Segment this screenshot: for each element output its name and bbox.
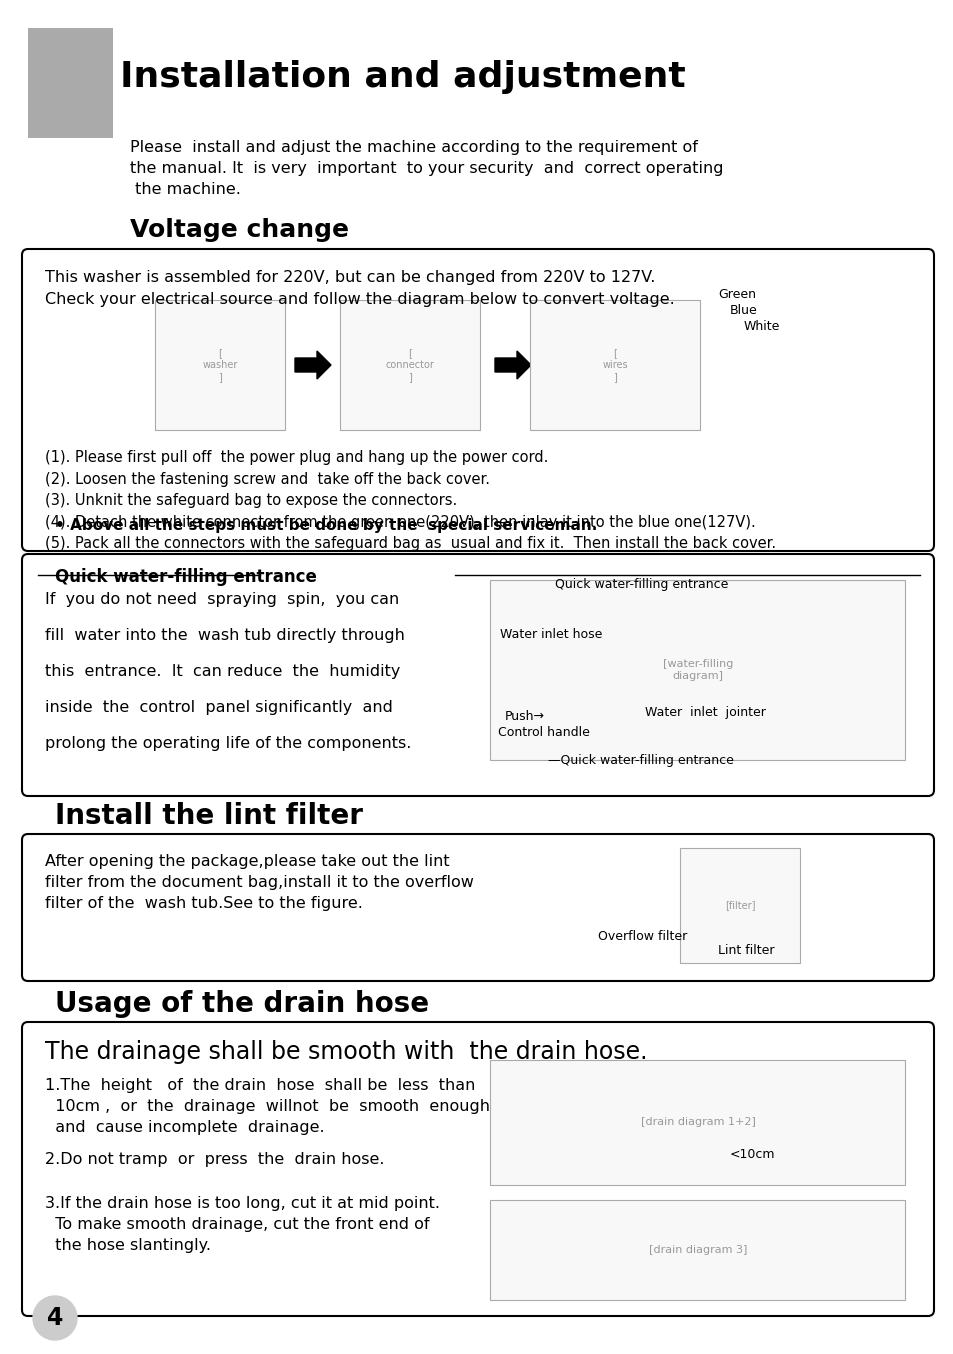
- Text: <10cm: <10cm: [729, 1148, 775, 1160]
- Text: • Above all the steps must be done by the  special serviceman.: • Above all the steps must be done by th…: [55, 519, 597, 533]
- Text: Push→: Push→: [504, 709, 544, 723]
- Text: Green: Green: [718, 288, 755, 301]
- Bar: [530, 301, 700, 431]
- Text: Lint filter: Lint filter: [718, 944, 774, 957]
- Bar: [679, 848, 800, 963]
- Text: 3.If the drain hose is too long, cut it at mid point.
  To make smooth drainage,: 3.If the drain hose is too long, cut it …: [45, 1196, 439, 1252]
- Circle shape: [33, 1296, 77, 1340]
- Text: Blue: Blue: [729, 305, 757, 317]
- Text: 1.The  height   of  the drain  hose  shall be  less  than
  10cm ,  or  the  dra: 1.The height of the drain hose shall be …: [45, 1078, 490, 1135]
- Bar: [490, 1200, 904, 1300]
- FancyArrow shape: [294, 351, 331, 379]
- Bar: [28, 28, 112, 138]
- Text: Water inlet hose: Water inlet hose: [499, 628, 601, 640]
- Text: [
connector
]: [ connector ]: [385, 348, 434, 382]
- FancyBboxPatch shape: [22, 249, 933, 551]
- Text: This washer is assembled for 220V, but can be changed from 220V to 127V.
Check y: This washer is assembled for 220V, but c…: [45, 269, 674, 307]
- Text: (1). Please first pull off  the power plug and hang up the power cord.
(2). Loos: (1). Please first pull off the power plu…: [45, 450, 776, 551]
- Text: —Quick water-filling entrance: —Quick water-filling entrance: [547, 754, 733, 766]
- Text: White: White: [743, 320, 780, 333]
- Text: [filter]: [filter]: [724, 900, 755, 910]
- Text: Control handle: Control handle: [497, 726, 589, 739]
- Text: [
washer
]: [ washer ]: [202, 348, 237, 382]
- Bar: [339, 301, 479, 431]
- Text: [water-filling
diagram]: [water-filling diagram]: [662, 659, 733, 681]
- Text: Quick water-filling entrance: Quick water-filling entrance: [555, 578, 727, 590]
- Bar: [154, 301, 285, 431]
- Text: [drain diagram 3]: [drain diagram 3]: [648, 1244, 746, 1255]
- FancyBboxPatch shape: [22, 834, 933, 982]
- FancyArrow shape: [495, 351, 531, 379]
- Text: Installation and adjustment: Installation and adjustment: [120, 60, 685, 93]
- Text: Install the lint filter: Install the lint filter: [55, 802, 363, 830]
- Text: Voltage change: Voltage change: [130, 218, 349, 242]
- Text: Overflow filter: Overflow filter: [598, 930, 686, 942]
- FancyBboxPatch shape: [22, 554, 933, 796]
- Text: Usage of the drain hose: Usage of the drain hose: [55, 990, 429, 1018]
- Text: 2.Do not tramp  or  press  the  drain hose.: 2.Do not tramp or press the drain hose.: [45, 1152, 384, 1167]
- Bar: [490, 580, 904, 760]
- Bar: [490, 1060, 904, 1185]
- Text: Water  inlet  jointer: Water inlet jointer: [644, 705, 765, 719]
- FancyBboxPatch shape: [22, 1022, 933, 1316]
- Text: The drainage shall be smooth with  the drain hose.: The drainage shall be smooth with the dr…: [45, 1040, 647, 1064]
- Text: 4: 4: [47, 1307, 63, 1330]
- Text: After opening the package,please take out the lint
filter from the document bag,: After opening the package,please take ou…: [45, 854, 474, 911]
- Text: [drain diagram 1+2]: [drain diagram 1+2]: [639, 1117, 755, 1127]
- Text: Quick water-filling entrance: Quick water-filling entrance: [55, 567, 316, 586]
- Text: Please  install and adjust the machine according to the requirement of
the manua: Please install and adjust the machine ac…: [130, 139, 722, 196]
- Text: If  you do not need  spraying  spin,  you can

fill  water into the  wash tub di: If you do not need spraying spin, you ca…: [45, 592, 411, 751]
- Text: [
wires
]: [ wires ]: [601, 348, 627, 382]
